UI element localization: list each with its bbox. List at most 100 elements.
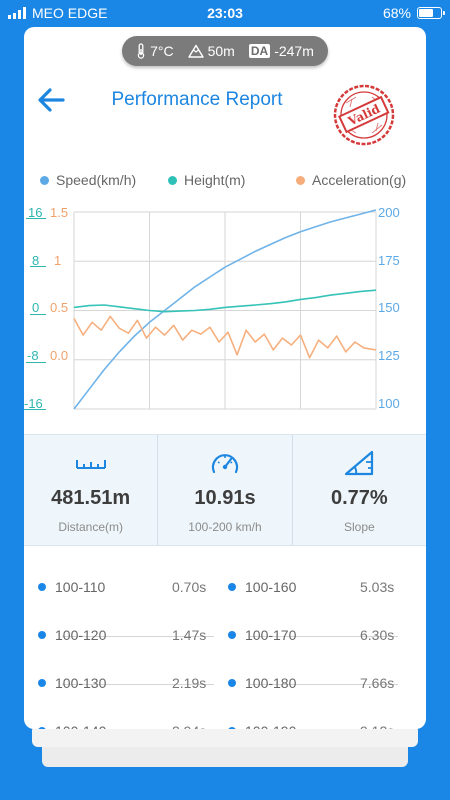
speedometer-icon — [211, 454, 239, 474]
row-divider — [62, 684, 214, 685]
split-time: 6.30s — [360, 627, 395, 643]
row-divider — [62, 636, 214, 637]
stat-value: 0.77% — [330, 487, 388, 509]
density-altitude: DA -247m — [248, 43, 314, 59]
battery-icon — [417, 7, 445, 19]
height-tick: 16 — [28, 205, 43, 220]
split-range: 100-190 — [245, 723, 296, 729]
speed-tick: 150 — [378, 300, 400, 315]
split-range: 100-160 — [245, 579, 297, 595]
card-stack-middle — [32, 725, 418, 747]
split-time: 5.03s — [360, 579, 395, 595]
list-item: 100-130 2.19s 100-180 7.66s — [24, 659, 426, 707]
acceleration-tick: 1 — [54, 253, 62, 268]
battery-percent: 68% — [382, 5, 411, 21]
mountain-icon — [187, 44, 204, 58]
thermometer-icon — [137, 43, 145, 59]
report-card: 7°C 50m DA -247m Performance Report Vali… — [24, 27, 426, 729]
legend-dot — [168, 175, 177, 185]
acceleration-tick: 0.5 — [50, 300, 69, 315]
stat-value: 10.91s — [194, 487, 256, 509]
altitude: 50m — [187, 43, 235, 59]
legend-dot — [296, 175, 305, 185]
split-range: 100-140 — [55, 723, 106, 729]
da-badge: DA — [248, 44, 271, 58]
legend-label: Acceleration(g) — [312, 172, 407, 188]
temperature: 7°C — [136, 43, 174, 59]
back-arrow-icon[interactable] — [36, 85, 66, 115]
bullet-dot — [38, 727, 46, 729]
acceleration-tick: 0.0 — [50, 348, 69, 363]
legend-item-height: Height(m) — [168, 172, 245, 188]
altitude-value: 50m — [207, 43, 235, 59]
split-range: 100-120 — [55, 627, 107, 643]
legend-item-speed: Speed(km/h) — [40, 172, 136, 188]
signal-icon — [8, 7, 26, 19]
status-right: 68% — [382, 5, 445, 21]
speed-tick: 125 — [378, 348, 400, 363]
ruler-icon — [75, 460, 106, 469]
height-tick: 0 — [32, 300, 40, 315]
series-line-speed — [73, 209, 377, 410]
performance-chart: 16 8 0 -8 -16 1.5 1 0.5 0.0 200 175 150 … — [24, 202, 426, 422]
stats-panel: 481.51m Distance(m) 10.91s 100-200 km/h — [24, 434, 426, 546]
chart-plot-area — [24, 209, 377, 410]
stat-label: 100-200 km/h — [188, 520, 262, 534]
status-bar: MEO EDGE 23:03 68% — [0, 0, 450, 26]
split-time: 2.94s — [172, 707, 206, 729]
bullet-dot — [228, 583, 236, 591]
split-range: 100-130 — [55, 675, 107, 691]
bullet-dot — [228, 679, 236, 687]
split-time: 9.12s — [360, 707, 394, 729]
list-item: 100-120 1.47s 100-170 6.30s — [24, 611, 426, 659]
split-time: 2.19s — [172, 675, 207, 691]
legend-item-acceleration: Acceleration(g) — [296, 172, 406, 188]
list-item: 100-140 2.94s 100-190 9.12s — [24, 707, 426, 729]
stat-slope: 0.77% Slope — [293, 435, 426, 545]
temperature-value: 7°C — [150, 43, 174, 59]
list-item: 100-110 0.70s 100-160 5.03s — [24, 563, 426, 611]
acceleration-tick: 1.5 — [50, 205, 69, 220]
speed-tick: 100 — [378, 396, 400, 411]
series-line-acceleration — [73, 315, 377, 359]
row-divider — [250, 636, 398, 637]
height-tick: 8 — [32, 253, 40, 268]
row-divider — [250, 684, 398, 685]
height-tick-underline — [26, 218, 46, 219]
slope-icon — [345, 450, 374, 476]
stat-label: Slope — [343, 520, 375, 534]
bullet-dot — [38, 583, 46, 591]
split-range: 100-180 — [245, 675, 297, 691]
series-line-height — [73, 289, 377, 313]
split-range: 100-110 — [55, 579, 106, 595]
density-altitude-value: -247m — [274, 43, 314, 59]
legend-label: Height(m) — [184, 172, 246, 188]
split-times-list: 100-110 0.70s 100-160 5.03s 100-120 1.47… — [24, 547, 426, 729]
stat-acceleration-time: 10.91s 100-200 km/h — [158, 435, 293, 545]
split-range: 100-170 — [245, 627, 297, 643]
stat-label: Distance(m) — [58, 520, 123, 534]
valid-stamp: Valid — [333, 84, 395, 146]
speed-tick: 175 — [378, 253, 400, 268]
carrier-label: MEO EDGE — [32, 5, 108, 21]
height-tick: -8 — [27, 348, 39, 363]
bullet-dot — [38, 679, 46, 687]
page-title: Performance Report — [111, 89, 283, 110]
legend-label: Speed(km/h) — [56, 172, 137, 188]
status-left: MEO EDGE — [8, 5, 107, 21]
clock: 23:03 — [207, 5, 243, 21]
height-tick-underline — [24, 409, 46, 410]
height-tick-underline — [30, 266, 46, 267]
bullet-dot — [228, 727, 236, 729]
environment-pill: 7°C 50m DA -247m — [122, 36, 328, 66]
split-time: 0.70s — [172, 579, 207, 595]
split-time: 7.66s — [360, 675, 395, 691]
split-time: 1.47s — [172, 627, 207, 643]
speed-tick: 200 — [378, 205, 400, 220]
height-tick: -16 — [24, 396, 43, 411]
bullet-dot — [38, 631, 46, 639]
stat-value: 481.51m — [51, 487, 131, 509]
bullet-dot — [228, 631, 236, 639]
height-tick-underline — [26, 362, 46, 363]
stat-distance: 481.51m Distance(m) — [24, 435, 159, 545]
